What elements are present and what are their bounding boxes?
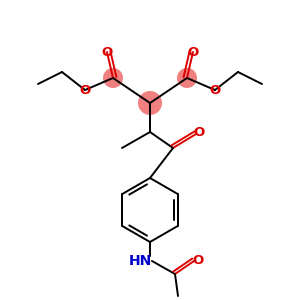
- Circle shape: [103, 68, 123, 88]
- Text: O: O: [192, 254, 204, 266]
- Text: O: O: [101, 46, 112, 59]
- Text: O: O: [80, 85, 91, 98]
- Text: HN: HN: [128, 254, 152, 268]
- Text: O: O: [194, 125, 205, 139]
- Text: O: O: [188, 46, 199, 59]
- Circle shape: [177, 68, 197, 88]
- Circle shape: [138, 91, 162, 115]
- Text: O: O: [209, 85, 220, 98]
